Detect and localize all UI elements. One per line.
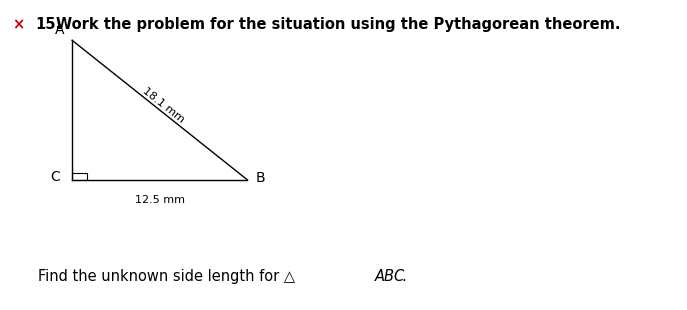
Text: Work the problem for the situation using the Pythagorean theorem.: Work the problem for the situation using… xyxy=(56,17,621,32)
Text: B: B xyxy=(256,171,265,185)
Text: ABC: ABC xyxy=(375,269,405,284)
Text: ×: × xyxy=(12,17,25,32)
Text: 15.: 15. xyxy=(36,17,62,32)
Text: Find the unknown side length for △: Find the unknown side length for △ xyxy=(38,269,295,284)
Bar xyxy=(72,173,87,180)
Text: 18.1 mm: 18.1 mm xyxy=(141,86,186,125)
Text: A: A xyxy=(54,23,64,37)
Text: 12.5 mm: 12.5 mm xyxy=(135,195,185,205)
Text: .: . xyxy=(401,269,406,284)
Text: C: C xyxy=(50,170,60,184)
